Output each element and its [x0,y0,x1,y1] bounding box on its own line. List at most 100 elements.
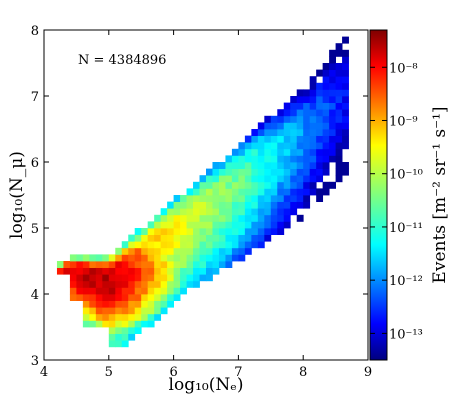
heatmap-cell [342,89,349,97]
heatmap-cell [251,142,259,150]
heatmap-cell [264,201,272,209]
heatmap-cell [251,168,259,176]
heatmap-cell [251,221,259,229]
heatmap-cell [167,241,174,249]
heatmap-cell [154,307,162,315]
heatmap-cell [173,274,181,282]
heatmap-cell [186,274,194,282]
heatmap-cell [173,221,181,229]
heatmap-cell [244,195,252,202]
heatmap-cell [270,115,278,123]
heatmap-cell [121,247,129,255]
heatmap-cell [115,267,123,275]
heatmap-cell [186,267,194,275]
heatmap-cell [121,307,129,315]
heatmap-cell [63,261,71,268]
heatmap-cell [147,261,155,268]
heatmap-cell [69,274,77,282]
heatmap-cell [290,102,298,110]
heatmap-cell [186,247,194,255]
heatmap-cell [270,135,278,143]
heatmap-cell [186,221,194,229]
heatmap-cell [206,274,213,282]
heatmap-cell [218,181,226,189]
heatmap-cell [264,129,272,136]
heatmap-cell [296,168,304,176]
heatmap-cell [154,287,162,295]
heatmap-cell [218,241,226,249]
heatmap-cell [89,254,97,262]
heatmap-cell [290,96,298,103]
heatmap-cell [186,188,194,196]
x-tick-label: 5 [105,365,113,380]
heatmap-cell [89,274,97,282]
heatmap-cell [115,294,123,301]
x-tick-label: 8 [299,365,307,380]
heatmap-cell [76,254,84,262]
heatmap-cell [309,76,317,84]
heatmap-cell [173,195,181,202]
heatmap-cell [251,129,259,136]
heatmap-cell [147,287,155,295]
heatmap-cell [115,274,123,282]
heatmap-cell [154,261,162,268]
heatmap-cell [95,313,103,321]
heatmap-cell [115,340,123,348]
heatmap-cell [238,221,246,229]
heatmap-cell [173,214,181,222]
colorbar-label: Events [m⁻² sr⁻¹ s⁻¹] [430,106,450,283]
heatmap-cell [167,221,174,229]
heatmap-cell [342,115,349,123]
heatmap-cell [244,168,252,176]
heatmap-cell [141,313,149,321]
heatmap-cell [180,228,187,235]
heatmap-cell [160,274,168,282]
heatmap-cell [63,267,71,275]
heatmap-cell [296,162,304,169]
heatmap-cell [342,122,349,130]
heatmap-cell [251,241,259,249]
heatmap-cell [316,96,324,103]
heatmap-cell [167,201,174,209]
heatmap-cell [238,142,246,150]
heatmap-cell [141,234,149,242]
heatmap-cell [102,294,110,301]
heatmap-cell [309,129,317,136]
heatmap-cell [218,195,226,202]
heatmap-cell [212,241,220,249]
heatmap-cell [173,287,181,295]
heatmap-cell [251,195,259,202]
heatmap-cell [160,214,168,222]
heatmap-cell [167,294,174,301]
heatmap-cell [316,168,324,176]
heatmap-cell [218,175,226,183]
heatmap-cell [270,168,278,176]
heatmap-cell [329,148,336,156]
heatmap-cell [134,234,142,242]
heatmap-cell [167,261,174,268]
heatmap-cell [329,76,336,84]
heatmap-cell [335,175,343,183]
heatmap-cell [303,142,311,150]
heatmap-cell [283,221,291,229]
heatmap-cell [322,135,330,143]
heatmap-cell [251,135,259,143]
heatmap-cell [283,195,291,202]
heatmap-cell [335,122,343,130]
heatmap-cell [108,294,116,301]
heatmap-cell [329,56,336,64]
heatmap-cell [212,254,220,262]
heatmap-cell [231,228,239,235]
heatmap-cell [290,122,298,130]
heatmap-cell [303,148,311,156]
colorbar-ticks: 10⁻⁸ 10⁻⁹ 10⁻¹⁰ 10⁻¹¹ 10⁻¹² 10⁻¹³ [370,61,423,342]
heatmap-cell [206,168,213,176]
heatmap-cell [329,69,336,77]
heatmap-cell [147,234,155,242]
heatmap-cell [108,333,116,341]
heatmap-cell [277,155,285,163]
heatmap-cell [206,195,213,202]
heatmap-cell [257,181,265,189]
heatmap-cell [316,109,324,117]
heatmap-cell [134,320,142,328]
